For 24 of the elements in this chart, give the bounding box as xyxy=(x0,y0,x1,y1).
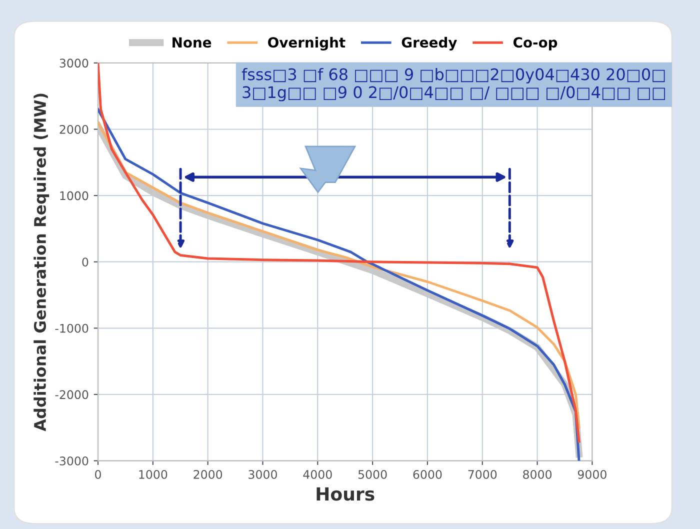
y-axis-title: Additional Generation Required (MW) xyxy=(34,94,50,432)
legend-label: Overnight xyxy=(268,36,346,50)
x-axis-title: Hours xyxy=(316,487,374,501)
legend-label: Greedy xyxy=(402,36,457,50)
annotation: fsss□3 □f 68 □□□ 9 □b□□□2□0y04□430 20□0□ 3□1g□□ □9 0 2□/0□4□□ □/ □□□ □/0□4□□ □□ xyxy=(242,68,665,102)
y-tick-label: -3000 xyxy=(55,456,88,466)
x-tick-label: 0 xyxy=(95,470,101,479)
x-tick-label: 1000 xyxy=(139,470,168,479)
y-tick-label: 3000 xyxy=(60,58,88,68)
x-tick-label: 2000 xyxy=(194,470,222,479)
x-tick-label: 9000 xyxy=(578,470,606,479)
x-tick-label: 4000 xyxy=(303,470,332,479)
y-tick-label: 0 xyxy=(82,258,88,267)
x-tick-label: 7000 xyxy=(468,470,497,479)
x-tick-label: 6000 xyxy=(413,470,442,479)
legend-label: None xyxy=(172,37,212,48)
x-tick-label: 3000 xyxy=(248,470,277,479)
y-tick-label: -2000 xyxy=(55,390,88,400)
legend-label: Co-op xyxy=(513,37,558,50)
y-tick-label: 2000 xyxy=(60,124,88,134)
x-tick-label: 8000 xyxy=(523,470,552,479)
y-tick-label: -1000 xyxy=(55,324,88,333)
y-tick-label: 1000 xyxy=(60,191,88,200)
x-tick-label: 5000 xyxy=(358,470,387,479)
